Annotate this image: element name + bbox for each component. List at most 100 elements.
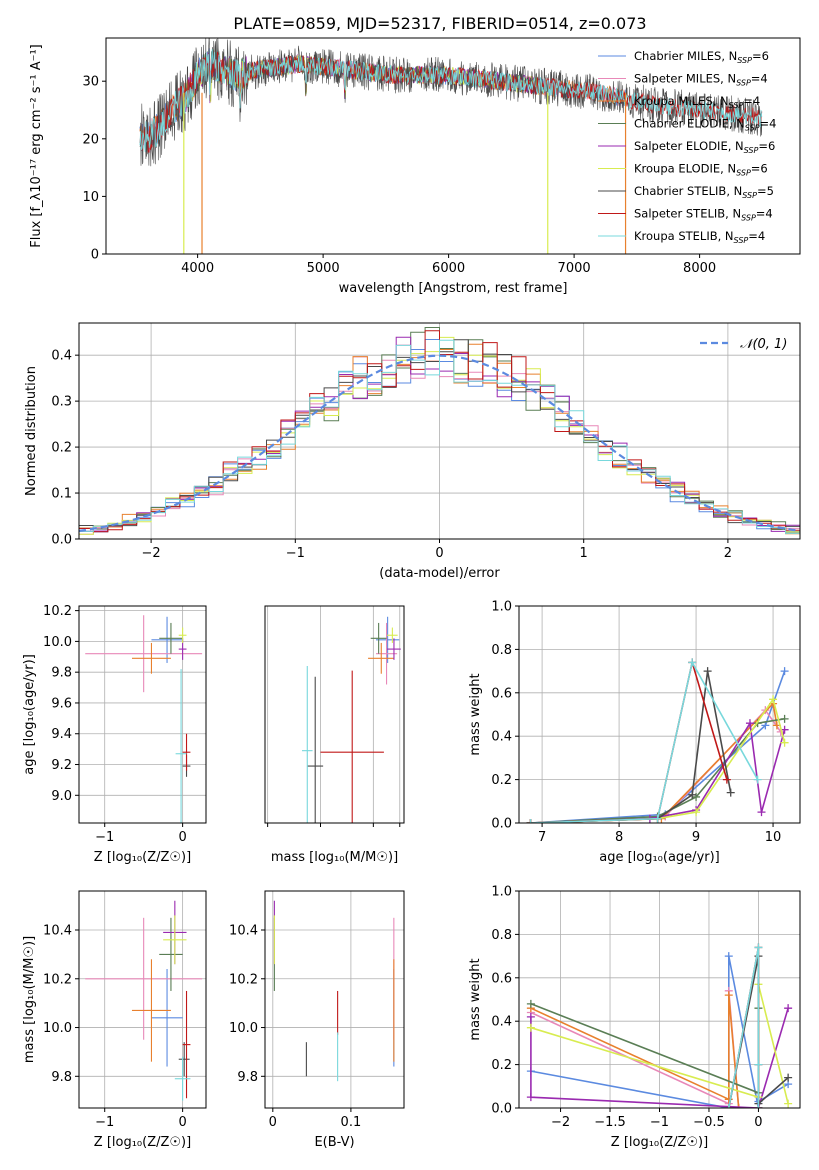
y-tick-label: 9.6 bbox=[51, 696, 72, 711]
errorbar-kroupa_stelib bbox=[301, 666, 313, 823]
x-tick-label: −2 bbox=[551, 1115, 570, 1130]
y-tick-label: 0.4 bbox=[491, 1015, 512, 1030]
errorbar-kroupa_elodie bbox=[387, 627, 398, 643]
axes-frame bbox=[264, 605, 405, 824]
y-axis-label: mass weight bbox=[468, 958, 483, 1040]
y-tick-label: 0.3 bbox=[51, 395, 72, 410]
panel-mass-age: mass [log₁₀(M/M☉)] bbox=[264, 605, 405, 865]
y-tick-label: 9.4 bbox=[51, 727, 72, 742]
panel-ebv-mass: 0 0.1 9.8 10.0 10.2 10.4 E(B-V) bbox=[229, 890, 405, 1150]
weight-marker bbox=[726, 788, 735, 797]
y-axis-label: Normed distribution bbox=[24, 366, 39, 496]
axes-frame bbox=[518, 605, 801, 824]
weight-marker bbox=[745, 719, 754, 728]
spectrum-line-salpeter_stelib bbox=[139, 51, 763, 153]
x-tick-label: 8000 bbox=[683, 261, 716, 276]
plot-area bbox=[139, 38, 763, 254]
y-tick-label: 10.0 bbox=[43, 1021, 72, 1036]
y-tick-label: 9.8 bbox=[51, 1070, 72, 1085]
x-tick-label: 7 bbox=[538, 830, 546, 845]
y-tick-label: 0.6 bbox=[491, 971, 512, 986]
weight-marker bbox=[784, 1004, 793, 1013]
x-tick-label: 4000 bbox=[181, 261, 214, 276]
panel-age-weight: 7 8 9 10 0.0 0.2 0.4 0.6 0.8 1.0 age [log₁₀(age/yr… bbox=[468, 600, 801, 865]
errorbar-chabrier_stelib bbox=[178, 1042, 190, 1077]
y-tick-label: 0.0 bbox=[51, 533, 72, 548]
errorbar-salpeter_stelib bbox=[320, 670, 384, 823]
errorbar-salpeter_miles bbox=[85, 917, 203, 1040]
weight-series-salpeter_miles bbox=[526, 986, 763, 1108]
y-axis-label: Flux [f_λ10⁻¹⁷ erg cm⁻² s⁻¹ A⁻¹] bbox=[29, 44, 44, 248]
plot-area bbox=[301, 616, 401, 823]
x-axis-label: E(B-V) bbox=[314, 1135, 354, 1150]
weight-marker bbox=[753, 775, 762, 784]
plot-area bbox=[79, 327, 800, 535]
legend-label-chabrier_miles: Chabrier MILES, NSSP=6 bbox=[634, 49, 769, 65]
x-axis-label: wavelength [Angstrom, rest frame] bbox=[339, 281, 568, 296]
x-tick-label: 7000 bbox=[558, 261, 591, 276]
legend-label-kroupa_stelib: Kroupa STELIB, NSSP=4 bbox=[634, 229, 765, 245]
y-tick-label: 10.2 bbox=[43, 604, 72, 619]
x-tick-label: 1 bbox=[580, 546, 588, 561]
weight-marker bbox=[526, 1023, 535, 1032]
plot-area bbox=[526, 943, 793, 1108]
x-tick-label: 0.1 bbox=[341, 1115, 362, 1130]
legend: Chabrier MILES, NSSP=6 Salpeter MILES, NS… bbox=[598, 49, 776, 245]
weight-series-salpeter_miles bbox=[526, 706, 785, 823]
weight-marker bbox=[734, 1104, 743, 1108]
legend-label-salpeter_stelib: Salpeter STELIB, NSSP=4 bbox=[634, 207, 773, 223]
plot-area bbox=[85, 900, 203, 1101]
errorbar-chabrier_elodie bbox=[159, 917, 183, 991]
y-tick-label: 0.1 bbox=[51, 487, 72, 502]
weight-marker bbox=[526, 999, 535, 1008]
errorbar-salpeter_elodie bbox=[387, 638, 401, 660]
y-tick-label: 0.2 bbox=[51, 441, 72, 456]
y-tick-label: 0.8 bbox=[491, 643, 512, 658]
x-tick-label: −2 bbox=[142, 546, 161, 561]
errorbar-chabrier_miles bbox=[151, 616, 183, 663]
x-tick-label: 9 bbox=[692, 830, 700, 845]
y-tick-label: 0.6 bbox=[491, 686, 512, 701]
y-tick-label: 1.0 bbox=[491, 600, 512, 615]
y-tick-label: 0.0 bbox=[491, 1102, 512, 1117]
y-tick-label: 9.2 bbox=[51, 758, 72, 773]
weight-marker bbox=[769, 695, 778, 704]
legend-label-chabrier_stelib: Chabrier STELIB, NSSP=5 bbox=[634, 184, 774, 200]
weight-marker bbox=[653, 814, 662, 823]
errorbar-kroupa_miles bbox=[131, 642, 171, 674]
y-tick-label: 10.0 bbox=[229, 1021, 258, 1036]
x-axis-label: Z [log₁₀(Z/Z☉)] bbox=[611, 1135, 708, 1150]
panel-residuals: −2 −1 0 1 2 0.0 0.1 0.2 0.3 0.4 (data-model)/error… bbox=[24, 322, 801, 581]
y-tick-label: 30 bbox=[82, 75, 99, 90]
panel-z-weight: −2 −1.5 −1 −0.5 0 0.0 0.2 0.4 0.6 0.8 1.0 Z [log₁₀(… bbox=[468, 885, 801, 1150]
y-axis-label: mass weight bbox=[468, 673, 483, 755]
x-axis-label: Z [log₁₀(Z/Z☉)] bbox=[94, 850, 191, 865]
spectrum-line-kroupa_stelib bbox=[139, 49, 763, 153]
errorbar-chabrier_elodie bbox=[159, 622, 183, 654]
x-tick-label: 0 bbox=[435, 546, 443, 561]
y-tick-label: 0.0 bbox=[491, 817, 512, 832]
x-tick-label: 2 bbox=[724, 546, 732, 561]
weight-marker bbox=[754, 1104, 763, 1108]
x-axis-label: mass [log₁₀(M/M☉)] bbox=[271, 850, 398, 865]
weight-series-chabrier_miles bbox=[526, 667, 789, 823]
weight-series-kroupa_stelib bbox=[724, 943, 763, 1108]
errorbar-salpeter_stelib bbox=[182, 990, 191, 1099]
errorbar-kroupa_miles bbox=[131, 959, 171, 1062]
y-tick-label: 10.2 bbox=[43, 972, 72, 987]
x-tick-label: −1.5 bbox=[594, 1115, 626, 1130]
y-tick-label: 10 bbox=[82, 190, 99, 205]
gaussian-curve bbox=[79, 354, 800, 532]
x-tick-label: 5000 bbox=[307, 261, 340, 276]
weight-marker bbox=[780, 714, 789, 723]
weight-marker bbox=[692, 808, 701, 817]
x-tick-label: 6000 bbox=[432, 261, 465, 276]
legend-label-kroupa_miles: Kroupa MILES, NSSP=4 bbox=[634, 94, 760, 110]
weight-series-chabrier_stelib bbox=[526, 667, 735, 823]
weight-marker bbox=[784, 1099, 793, 1108]
x-axis-label: age [log₁₀(age/yr)] bbox=[599, 850, 720, 865]
x-tick-label: −1 bbox=[95, 830, 114, 845]
weight-marker bbox=[754, 1060, 763, 1069]
y-tick-label: 0.4 bbox=[51, 349, 72, 364]
